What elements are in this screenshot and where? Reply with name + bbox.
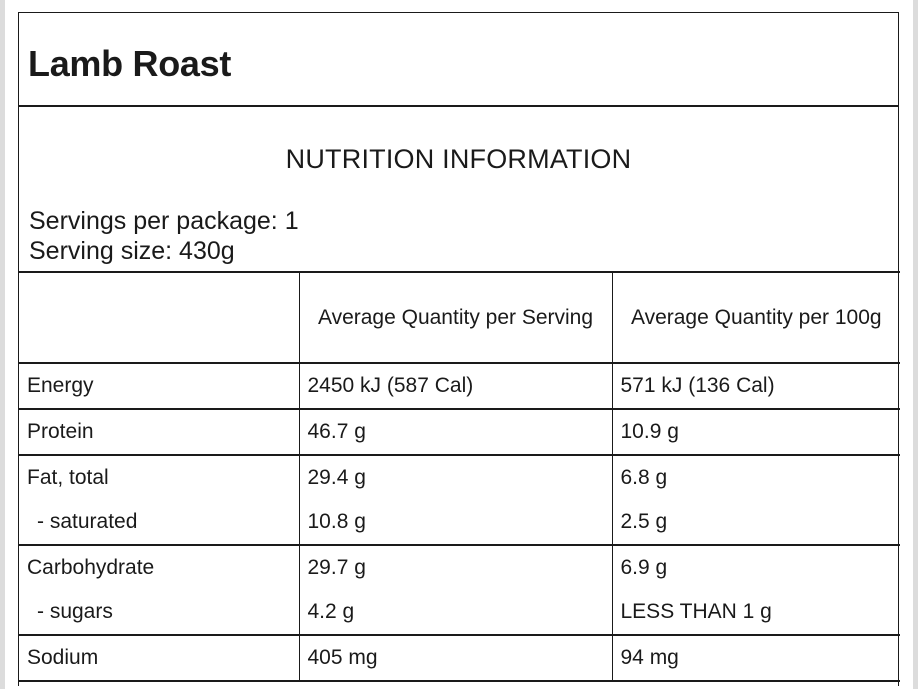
per-100g-value: 6.8 g — [611, 454, 900, 500]
nutrition-table: Average Quantity per Serving Average Qua… — [19, 271, 900, 682]
nutrition-panel: Lamb Roast NUTRITION INFORMATION Serving… — [18, 12, 900, 686]
table-row: - saturated 10.8 g 2.5 g — [19, 500, 900, 545]
table-header-row: Average Quantity per Serving Average Qua… — [19, 271, 900, 364]
per-100g-value: 10.9 g — [611, 408, 900, 455]
per-serving-value: 405 mg — [298, 634, 612, 682]
nutrient-name: Sodium — [19, 634, 299, 682]
table-row: Carbohydrate 29.7 g 6.9 g — [19, 544, 900, 590]
per-serving-value: 2450 kJ (587 Cal) — [298, 363, 612, 409]
header-per-serving: Average Quantity per Serving — [298, 271, 612, 364]
header-nutrient — [19, 271, 299, 364]
nutrient-name: - sugars — [37, 600, 113, 623]
per-serving-value: 4.2 g — [298, 590, 612, 635]
per-100g-value: 571 kJ (136 Cal) — [611, 363, 900, 409]
nutrient-name: Energy — [27, 374, 94, 397]
page-left-margin — [0, 0, 5, 689]
nutrient-name: Fat, total — [19, 454, 299, 500]
table-row: Energy 2450 kJ (587 Cal) 571 kJ (136 Cal… — [19, 363, 900, 409]
per-100g-value: 94 mg — [611, 634, 900, 682]
serving-info: Servings per package: 1 Serving size: 43… — [29, 206, 299, 266]
per-serving-value: 29.7 g — [298, 544, 612, 590]
nutrition-heading: NUTRITION INFORMATION — [285, 144, 632, 174]
per-serving-value: 10.8 g — [298, 500, 612, 545]
table-row: - sugars 4.2 g LESS THAN 1 g — [19, 590, 900, 635]
table-row: Sodium 405 mg 94 mg — [19, 634, 900, 682]
per-serving-value: 46.7 g — [298, 408, 612, 455]
per-serving-value: 29.4 g — [298, 454, 612, 500]
servings-per-package: Servings per package: 1 — [29, 207, 299, 235]
nutrient-name: Carbohydrate — [19, 544, 299, 590]
per-100g-value: 6.9 g — [611, 544, 900, 590]
header-per-100g: Average Quantity per 100g — [611, 271, 900, 364]
table-row: Protein 46.7 g 10.9 g — [19, 408, 900, 455]
serving-size: Serving size: 430g — [29, 237, 235, 265]
nutrient-name: Protein — [19, 408, 299, 455]
per-100g-value: LESS THAN 1 g — [611, 590, 900, 635]
title-bar: Lamb Roast — [19, 13, 898, 107]
per-100g-value: 2.5 g — [611, 500, 900, 545]
nutrient-name: - saturated — [37, 510, 138, 533]
page-right-margin — [913, 0, 918, 689]
table-row: Fat, total 29.4 g 6.8 g — [19, 454, 900, 500]
product-title: Lamb Roast — [28, 43, 232, 84]
